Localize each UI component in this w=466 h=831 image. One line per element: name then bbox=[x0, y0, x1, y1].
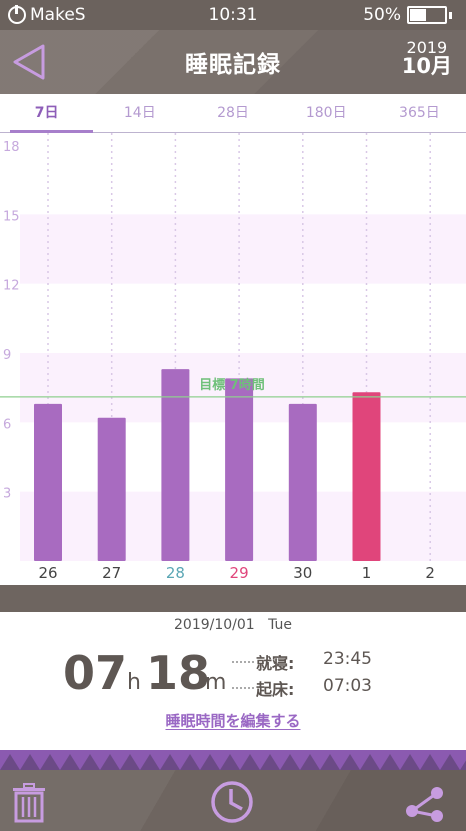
summary-date: 2019/10/01 Tue bbox=[0, 617, 466, 633]
power-icon bbox=[8, 5, 26, 24]
sleep-hours: 07 bbox=[63, 646, 128, 700]
bar bbox=[225, 378, 254, 561]
decor-triangle bbox=[460, 760, 466, 770]
dotted-leader bbox=[232, 687, 254, 689]
decor-triangle bbox=[100, 754, 120, 770]
bar bbox=[352, 392, 381, 561]
dotted-leader bbox=[232, 661, 254, 663]
sleep-summary: 2019/10/01 Tue 07 h 18 m 就寝: 23:45 起床: 0… bbox=[0, 612, 466, 750]
decor-triangle bbox=[280, 754, 300, 770]
decor-triangle bbox=[60, 754, 80, 770]
wake-value: 07:03 bbox=[323, 676, 372, 696]
edit-sleep-link-wrap: 睡眠時間を編集する bbox=[0, 710, 466, 731]
sleep-bar-chart: 18 15 12 9 6 3 目標 7時間 bbox=[0, 133, 466, 561]
summary-date-value: 2019/10/01 bbox=[174, 617, 255, 633]
sleep-minutes: 18 bbox=[146, 646, 211, 700]
x-tick-label: 2 bbox=[425, 564, 435, 582]
clock-icon[interactable] bbox=[210, 780, 254, 824]
decor-triangle bbox=[380, 754, 400, 770]
decor-triangle bbox=[120, 754, 140, 770]
decor-triangle bbox=[180, 754, 200, 770]
y-tick-label: 9 bbox=[3, 348, 11, 363]
battery: 50% bbox=[363, 5, 452, 25]
bedtime-label: 就寝: bbox=[256, 654, 295, 673]
decor-triangle bbox=[320, 754, 340, 770]
y-tick-label: 18 bbox=[3, 140, 20, 155]
share-icon[interactable] bbox=[404, 785, 448, 823]
tab-28-days[interactable]: 28日 bbox=[217, 105, 249, 121]
decor-triangle bbox=[240, 754, 260, 770]
trash-icon[interactable] bbox=[10, 783, 48, 823]
decor-triangle bbox=[200, 754, 220, 770]
x-tick-label: 28 bbox=[165, 564, 185, 582]
y-tick-label: 15 bbox=[3, 209, 20, 224]
x-tick-label: 30 bbox=[293, 564, 313, 582]
page-title: 睡眠記録 bbox=[185, 52, 281, 78]
bedtime-value: 23:45 bbox=[323, 649, 372, 669]
decor-triangle bbox=[0, 754, 20, 770]
decor-triangle bbox=[360, 754, 380, 770]
bar bbox=[97, 417, 126, 561]
bottom-toolbar bbox=[0, 770, 466, 831]
decor-triangle bbox=[20, 754, 40, 770]
edit-sleep-time-link[interactable]: 睡眠時間を編集する bbox=[165, 712, 301, 730]
section-divider bbox=[0, 585, 466, 612]
x-tick-label: 27 bbox=[102, 564, 122, 582]
battery-percent: 50% bbox=[363, 5, 401, 25]
tab-7-days[interactable]: 7日 bbox=[0, 94, 94, 133]
battery-icon bbox=[407, 6, 447, 24]
y-tick-label: 3 bbox=[3, 487, 11, 502]
status-bar: MakeS 10:31 50% bbox=[0, 0, 466, 30]
y-tick-label: 12 bbox=[3, 279, 20, 294]
decor-triangle bbox=[140, 754, 160, 770]
grid-band bbox=[20, 214, 466, 284]
tab-180-days[interactable]: 180日 bbox=[305, 105, 347, 121]
decor-triangle bbox=[400, 754, 420, 770]
wake-label: 起床: bbox=[256, 680, 295, 699]
decor-triangle bbox=[260, 754, 280, 770]
decor-triangle bbox=[340, 754, 360, 770]
header-year: 2019 bbox=[406, 38, 448, 57]
y-tick-label: 6 bbox=[3, 417, 11, 432]
range-tabs: 7日 14日 28日 180日 365日 bbox=[0, 94, 466, 133]
app-header: 睡眠記録 2019 10月 bbox=[0, 30, 466, 94]
x-tick-label: 29 bbox=[229, 564, 249, 582]
carrier: MakeS bbox=[8, 5, 86, 25]
bar bbox=[161, 369, 190, 561]
minutes-unit: m bbox=[205, 670, 227, 695]
x-tick-label: 1 bbox=[361, 564, 372, 582]
goal-label: 目標 7時間 bbox=[199, 377, 265, 393]
carrier-label: MakeS bbox=[30, 5, 86, 25]
status-time: 10:31 bbox=[208, 5, 258, 25]
bar bbox=[288, 403, 317, 561]
decorative-band bbox=[0, 750, 466, 770]
back-arrow-icon[interactable] bbox=[10, 42, 50, 82]
decor-triangle bbox=[160, 754, 180, 770]
decor-triangle bbox=[300, 754, 320, 770]
decor-triangle bbox=[80, 754, 100, 770]
x-axis: 26 27 28 29 30 1 2 bbox=[0, 561, 466, 585]
tab-14-days[interactable]: 14日 bbox=[123, 105, 156, 121]
decor-triangle bbox=[440, 754, 460, 770]
summary-weekday: Tue bbox=[268, 617, 292, 633]
decor-triangle bbox=[40, 754, 60, 770]
bar bbox=[34, 403, 62, 561]
decor-triangle bbox=[220, 754, 240, 770]
header-month: 10月 bbox=[401, 54, 452, 78]
hours-unit: h bbox=[127, 670, 141, 695]
x-tick-label: 26 bbox=[38, 564, 58, 582]
header-date: 2019 10月 bbox=[402, 40, 452, 77]
tab-365-days[interactable]: 365日 bbox=[399, 105, 440, 121]
decor-triangle bbox=[420, 754, 440, 770]
